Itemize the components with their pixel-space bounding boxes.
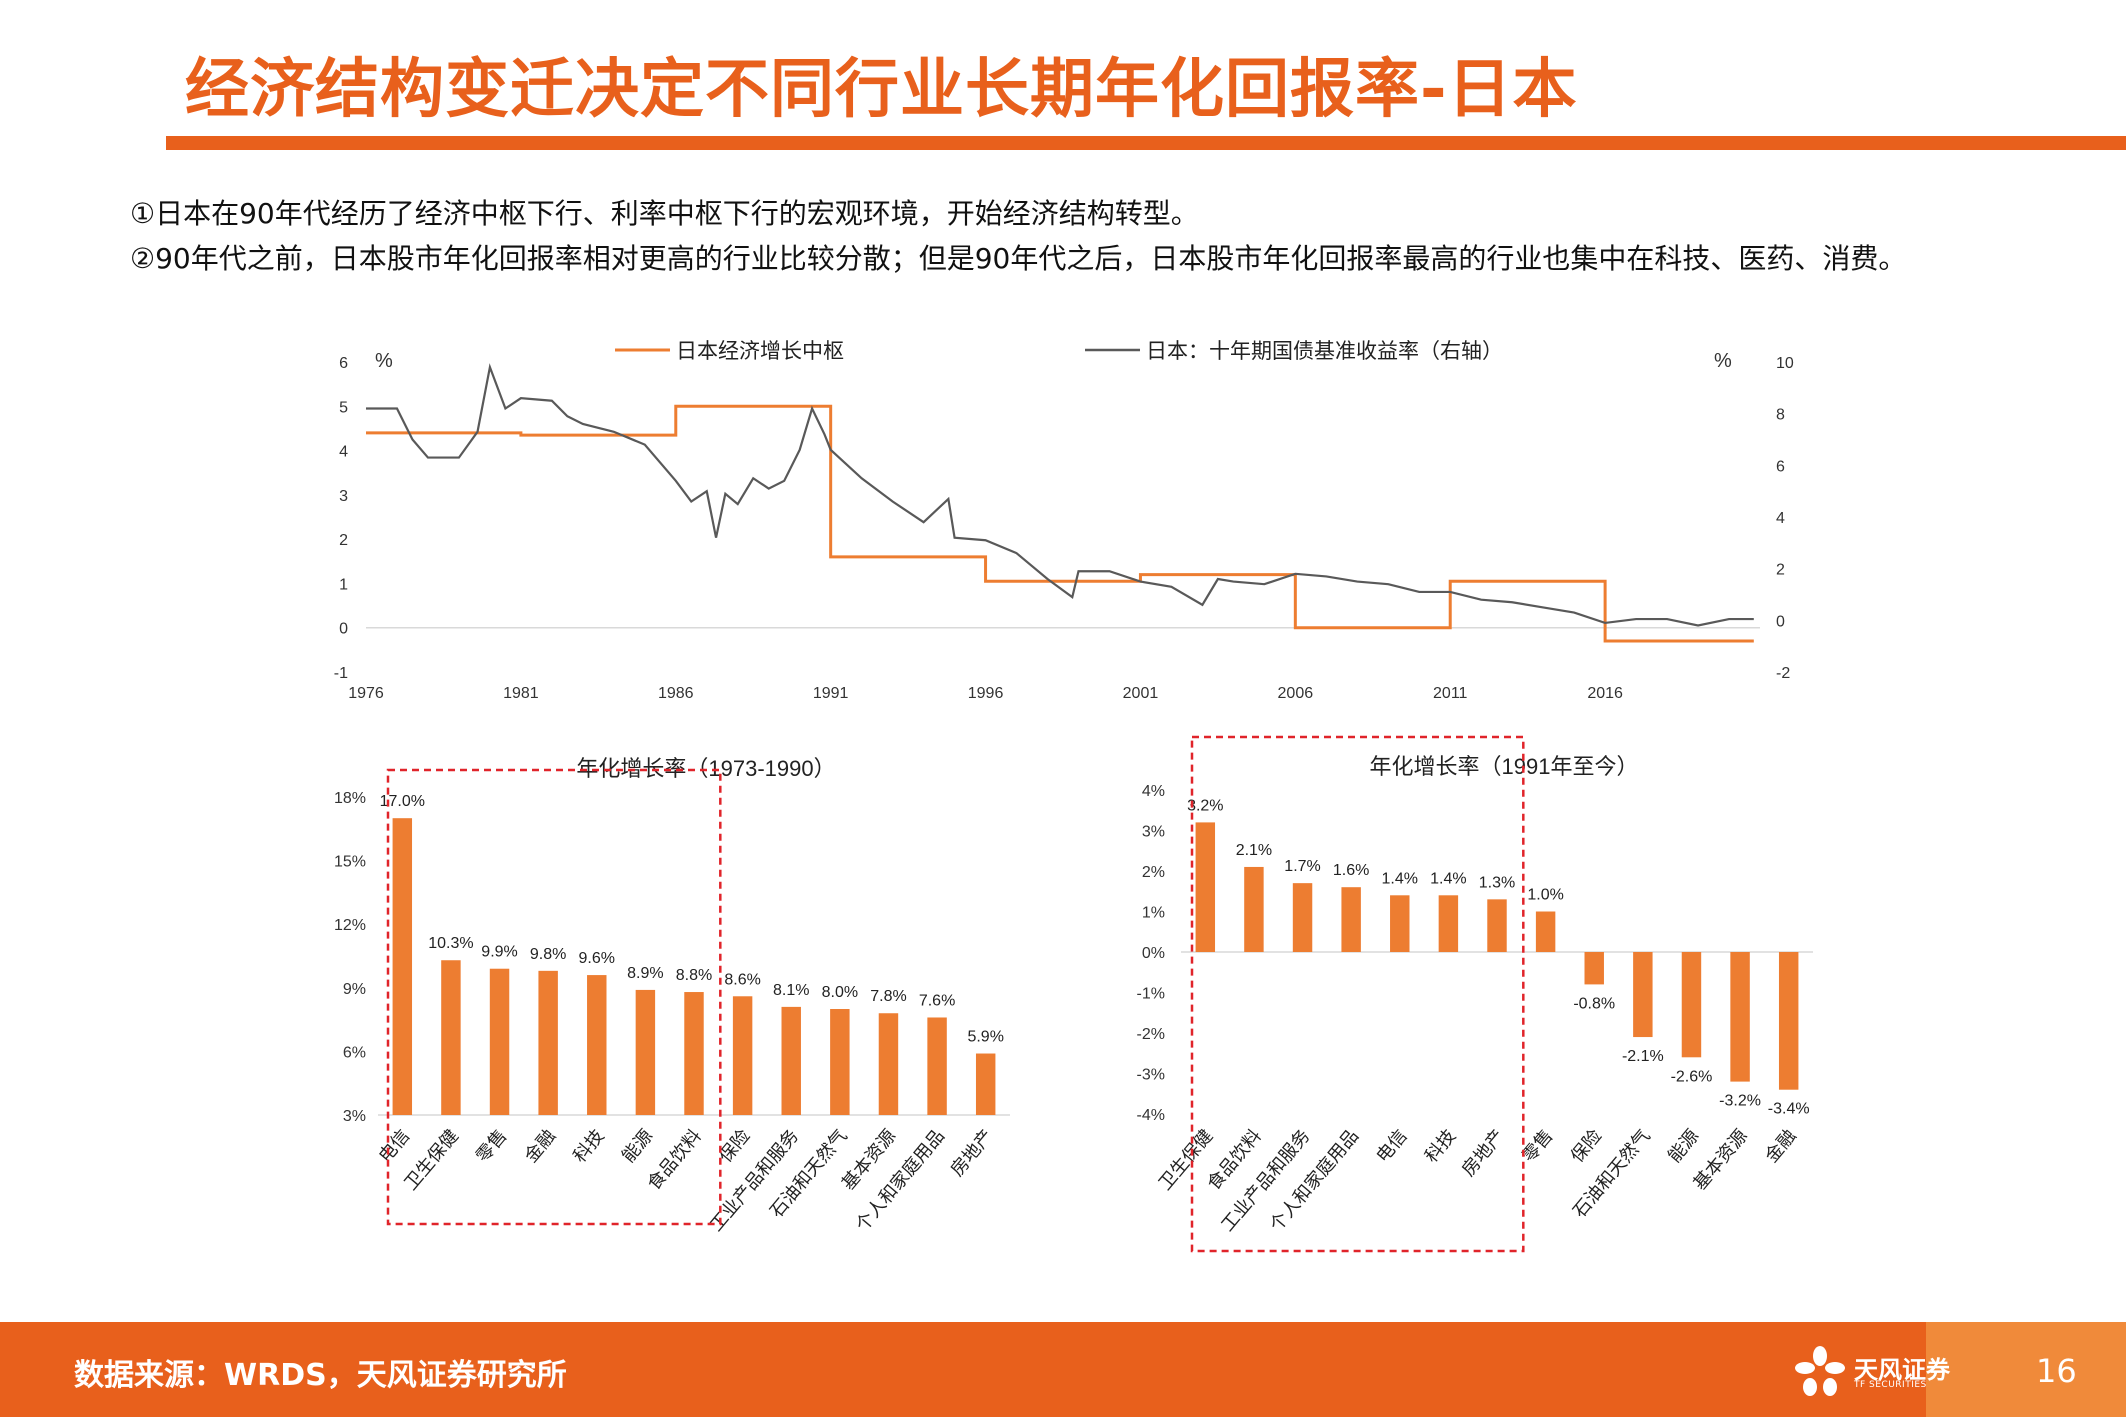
left-axis-tick: -1 xyxy=(334,665,348,682)
footer: 数据来源：WRDS，天风证券研究所 天风证券 TF SECURITIES 16 xyxy=(0,1322,2126,1417)
left-axis-tick: 6 xyxy=(339,355,348,372)
page-number: 16 xyxy=(2036,1352,2077,1390)
right-axis-tick: -2 xyxy=(1776,665,1790,682)
right-axis-tick: 2 xyxy=(1776,562,1785,579)
x-axis-tick: 2016 xyxy=(1587,685,1623,702)
x-axis-tick: 1976 xyxy=(348,685,384,702)
right-axis-tick: 6 xyxy=(1776,458,1785,475)
left-axis-tick: 4 xyxy=(339,444,348,461)
logo-text: 天风证券 xyxy=(1854,1356,1950,1384)
bullet-point-1: ①日本在90年代经历了经济中枢下行、利率中枢下行的宏观环境，开始经济结构转型。 xyxy=(130,197,1199,230)
footer-accent xyxy=(1926,1322,2126,1417)
x-axis-tick: 2001 xyxy=(1123,685,1159,702)
x-axis-tick: 2011 xyxy=(1433,685,1468,702)
left-axis-tick: 5 xyxy=(339,399,348,416)
legend-label-growth: 日本经济增长中枢 xyxy=(676,340,844,363)
growth-center-series xyxy=(366,404,1754,643)
right-axis-tick: 10 xyxy=(1776,355,1794,372)
left-axis-tick: 1 xyxy=(339,576,348,593)
data-source: 数据来源：WRDS，天风证券研究所 xyxy=(74,1358,567,1393)
bullet-point-2: ②90年代之前，日本股市年化回报率相对更高的行业比较分散；但是90年代之后，日本… xyxy=(130,242,1907,275)
logo-subtext: TF SECURITIES xyxy=(1854,1380,1927,1390)
left-axis-tick: 0 xyxy=(339,621,348,638)
left-axis-tick: 3 xyxy=(339,488,348,505)
title-underline xyxy=(166,136,2126,150)
x-axis-tick: 1991 xyxy=(813,685,849,702)
right-axis-tick: 4 xyxy=(1776,510,1785,527)
left-axis-tick: 2 xyxy=(339,532,348,549)
left-axis-unit: % xyxy=(375,350,393,372)
right-axis-tick: 8 xyxy=(1776,407,1785,424)
page-title: 经济结构变迁决定不同行业长期年化回报率-日本 xyxy=(185,53,1578,127)
x-axis-tick: 1996 xyxy=(968,685,1004,702)
right-axis-unit: % xyxy=(1714,350,1732,372)
x-axis-tick: 1986 xyxy=(658,685,694,702)
company-logo: 天风证券 TF SECURITIES xyxy=(1792,1344,1950,1404)
right-axis-tick: 0 xyxy=(1776,613,1785,630)
x-axis-tick: 2006 xyxy=(1278,685,1314,702)
x-axis-tick: 1981 xyxy=(503,685,539,702)
legend-label-yield: 日本：十年期国债基准收益率（右轴） xyxy=(1146,340,1503,363)
bond-yield-series xyxy=(366,363,1754,627)
logo-flower-icon xyxy=(1795,1346,1845,1396)
